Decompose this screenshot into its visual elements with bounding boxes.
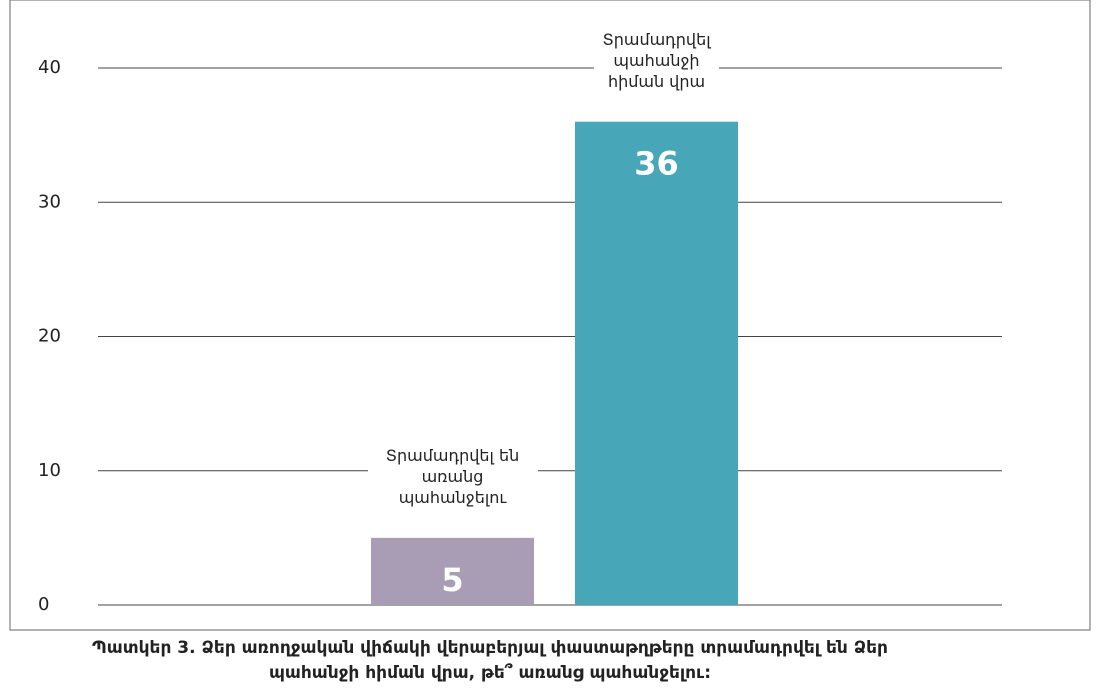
bar [575, 121, 738, 605]
frame [9, 0, 1091, 631]
value-label: 36 [634, 145, 679, 183]
y-tick-label: 40 [38, 57, 61, 78]
category-label: Տրամադրվել պահանջի հիման վրա [594, 28, 719, 92]
bar [371, 537, 534, 605]
category-label: Տրամադրվել են առանց պահանջելու [367, 444, 538, 508]
y-tick-label: 10 [38, 460, 61, 481]
y-tick-label: 20 [38, 326, 61, 347]
y-tick-label: 0 [38, 594, 49, 615]
y-tick-label: 30 [38, 191, 61, 212]
value-label: 5 [441, 561, 463, 599]
chart-title: Պատկեր 3. Ձեր առողջական վիճակի վերաբերյա… [92, 638, 888, 683]
